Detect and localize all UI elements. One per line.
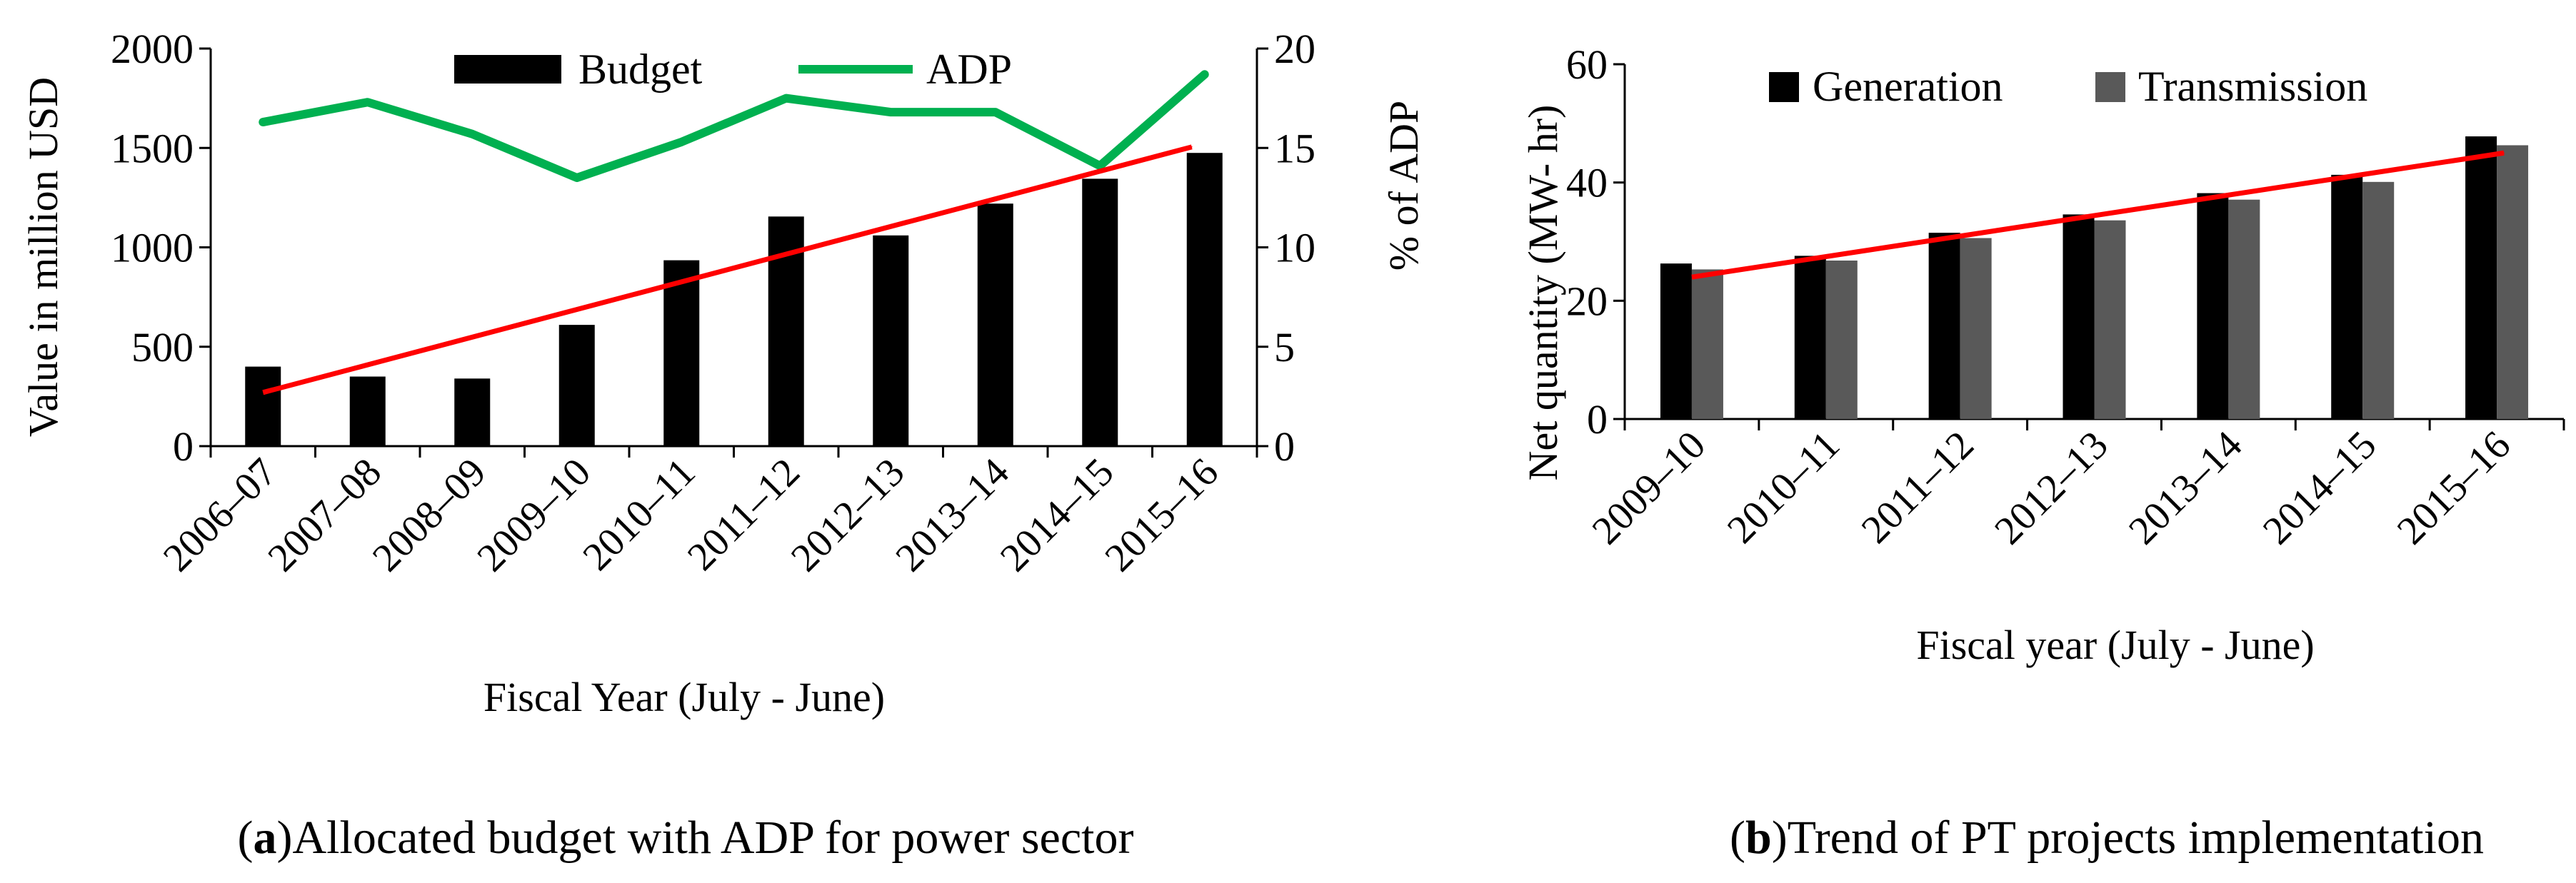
legend-generation-label: Generation bbox=[1813, 63, 2003, 110]
chart-a-bars bbox=[245, 153, 1223, 447]
chart-a-budget-bar bbox=[977, 203, 1013, 446]
chart-a-trend bbox=[262, 144, 1193, 395]
chart-a-y2tick-label: 20 bbox=[1274, 26, 1315, 72]
chart-b-caption: (b)Trend of PT projects implementation bbox=[1730, 812, 2484, 864]
chart-a-ytick-label: 1500 bbox=[111, 125, 194, 171]
chart-a-y2tick-label: 0 bbox=[1274, 423, 1295, 470]
chart-b-ytick-label: 20 bbox=[1566, 278, 1608, 324]
chart-a-budget-bar bbox=[558, 325, 595, 446]
chart-a-xtick-label: 2008–09 bbox=[364, 450, 494, 580]
chart-b-transmission-bar bbox=[1691, 269, 1723, 419]
chart-b-generation-bar bbox=[2063, 214, 2095, 419]
chart-a-ytick-label: 0 bbox=[173, 423, 194, 470]
chart-b-xtick-label: 2015–16 bbox=[2389, 423, 2519, 552]
chart-b-xtick-label: 2011–12 bbox=[1853, 423, 1983, 552]
chart-a-xtick-label: 2009–10 bbox=[469, 450, 599, 580]
chart-b-xtick-label: 2010–11 bbox=[1719, 423, 1848, 552]
chart-b-caption-letter: b bbox=[1745, 812, 1772, 864]
chart-a-budget-bar bbox=[1186, 153, 1223, 446]
chart-b-generation-bar bbox=[1660, 263, 1692, 419]
chart-b-xtick-label: 2014–15 bbox=[2255, 423, 2385, 552]
chart-b-trend bbox=[1691, 150, 2505, 280]
chart-a-ytick-label: 1000 bbox=[111, 225, 194, 271]
chart-a-caption-letter: a bbox=[254, 812, 277, 864]
chart-b-legend: Generation Transmission bbox=[1769, 63, 2367, 110]
chart-a-xtick-label: 2007–08 bbox=[260, 450, 390, 580]
chart-b-bars bbox=[1660, 136, 2529, 420]
chart-a-legend: Budget ADP bbox=[454, 46, 1012, 93]
chart-b-ylabel: Net quantity (MW- hr) bbox=[1520, 105, 1566, 481]
chart-a: 0500100015002000051015202006–072007–0820… bbox=[20, 26, 1427, 864]
chart-a-y2tick-label: 5 bbox=[1274, 324, 1295, 370]
chart-a-xtick-label: 2015–16 bbox=[1097, 450, 1227, 580]
legend-transmission-swatch bbox=[2095, 72, 2125, 102]
chart-a-budget-bar bbox=[1082, 178, 1118, 447]
chart-b-transmission-bar bbox=[2497, 145, 2529, 419]
chart-a-y2tick-label: 10 bbox=[1274, 225, 1315, 271]
chart-b-caption-text: )Trend of PT projects implementation bbox=[1772, 812, 2484, 864]
legend-budget-swatch bbox=[454, 55, 561, 84]
chart-a-caption-text: )Allocated budget with ADP for power sec… bbox=[277, 812, 1134, 864]
chart-a-adp-series bbox=[259, 70, 1209, 183]
chart-a-ylabel: Value in million USD bbox=[20, 77, 66, 437]
chart-a-caption: (a)Allocated budget with ADP for power s… bbox=[238, 812, 1134, 864]
chart-b-transmission-bar bbox=[1960, 238, 1992, 419]
chart-a-xtick-label: 2014–15 bbox=[992, 450, 1122, 580]
chart-a-xlabel: Fiscal Year (July - June) bbox=[483, 674, 885, 720]
chart-a-adp-line bbox=[259, 70, 1209, 183]
chart-a-xtick-label: 2013–14 bbox=[888, 450, 1018, 580]
chart-a-y2label: % of ADP bbox=[1380, 101, 1427, 271]
chart-b-ytick-label: 60 bbox=[1566, 41, 1608, 88]
chart-a-y2tick-label: 15 bbox=[1274, 125, 1315, 171]
chart-a-budget-bar bbox=[349, 376, 386, 446]
chart-a-tick-labels: 0500100015002000051015202006–072007–0820… bbox=[111, 26, 1315, 580]
chart-b-transmission-bar bbox=[2094, 220, 2126, 419]
legend-transmission-label: Transmission bbox=[2138, 63, 2367, 110]
chart-a-xtick-label: 2010–11 bbox=[574, 450, 703, 579]
chart-a-ytick-label: 500 bbox=[131, 324, 194, 370]
chart-a-trend-arrow bbox=[262, 144, 1193, 395]
chart-b-transmission-bar bbox=[2228, 199, 2260, 419]
chart-a-budget-bar bbox=[663, 260, 700, 446]
chart-b-generation-bar bbox=[2331, 174, 2363, 420]
chart-b-transmission-bar bbox=[2362, 181, 2395, 420]
chart-b-generation-bar bbox=[1794, 256, 1826, 419]
chart-a-budget-bar bbox=[454, 378, 491, 446]
chart-b-generation-bar bbox=[1928, 233, 1960, 419]
legend-budget-label: Budget bbox=[578, 46, 703, 93]
chart-b-xtick-label: 2012–13 bbox=[1986, 423, 2116, 552]
legend-adp-label: ADP bbox=[926, 46, 1012, 93]
legend-generation-swatch bbox=[1769, 72, 1799, 102]
chart-b-xtick-label: 2013–14 bbox=[2120, 423, 2250, 552]
chart-b-transmission-bar bbox=[1825, 261, 1858, 419]
chart-b-ytick-label: 40 bbox=[1566, 160, 1608, 206]
chart-b-generation-bar bbox=[2197, 193, 2229, 419]
chart-b-xlabel: Fiscal year (July - June) bbox=[1916, 622, 2314, 668]
chart-b-trend-arrow bbox=[1691, 150, 2505, 280]
chart-a-budget-bar bbox=[245, 366, 281, 446]
chart-b-generation-bar bbox=[2465, 136, 2497, 419]
chart-a-budget-bar bbox=[873, 235, 909, 446]
chart-a-xtick-label: 2011–12 bbox=[679, 450, 808, 579]
chart-b-ytick-label: 0 bbox=[1587, 396, 1608, 443]
chart-a-ytick-label: 2000 bbox=[111, 26, 194, 72]
chart-a-xtick-label: 2012–13 bbox=[783, 450, 913, 580]
